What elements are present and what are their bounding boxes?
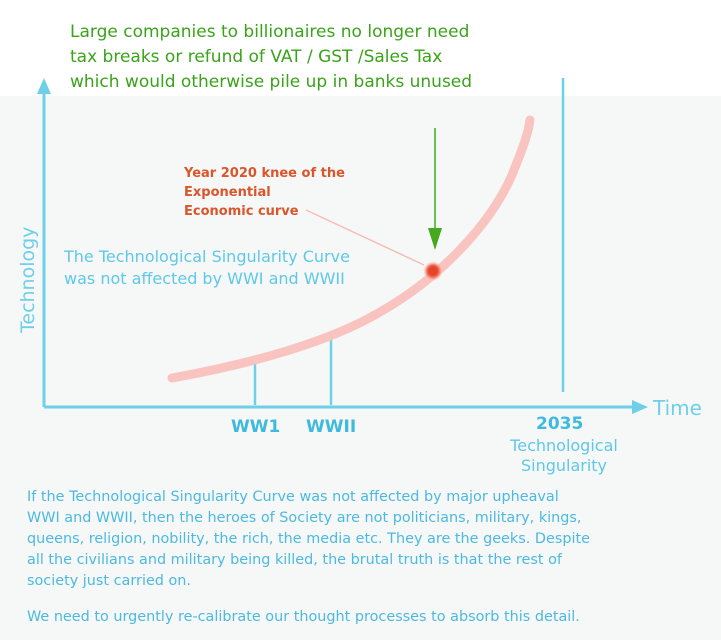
curve-annotation-line: The Technological Singularity Curve	[64, 247, 350, 266]
knee-annotation-line: Exponential	[184, 185, 271, 200]
y-axis-label: Technology	[17, 226, 39, 333]
body-line: We need to urgently re-calibrate our tho…	[27, 609, 580, 625]
header-band	[0, 0, 721, 96]
y-axis-arrowhead	[37, 78, 51, 94]
x-axis-label: Time	[653, 396, 702, 420]
curve-annotation: The Technological Singularity Curve was …	[64, 246, 350, 290]
knee-point-core	[428, 266, 438, 276]
exponential-curve	[167, 115, 535, 383]
knee-annotation-line: Economic curve	[184, 204, 299, 219]
knee-annotation-line: Year 2020 knee of the	[184, 166, 345, 181]
singularity-label: Technological Singularity	[490, 436, 638, 476]
x-axis-arrowhead	[632, 400, 648, 414]
singularity-label-line: Singularity	[520, 456, 608, 475]
knee-annotation: Year 2020 knee of the Exponential Econom…	[184, 164, 345, 221]
body-line: society just carried on.	[27, 573, 192, 589]
singularity-label-line: Technological	[510, 436, 618, 455]
knee-leader-line	[305, 209, 425, 266]
body-line: WWI and WWII, then the heroes of Society…	[27, 510, 582, 526]
header-note: Large companies to billionaires no longe…	[70, 20, 710, 95]
body-line: queens, religion, nobility, the rich, th…	[27, 531, 590, 547]
body-line: If the Technological Singularity Curve w…	[27, 489, 559, 505]
ww2-label: WWII	[306, 417, 357, 437]
year-2035-label: 2035	[536, 414, 584, 434]
body-line: all the civilians and military being kil…	[27, 552, 562, 568]
header-note-line: tax breaks or refund of VAT / GST /Sales…	[70, 47, 443, 67]
green-arrow-head	[428, 228, 442, 250]
header-note-line: which would otherwise pile up in banks u…	[70, 72, 473, 92]
header-note-line: Large companies to billionaires no longe…	[70, 22, 470, 42]
curve-annotation-line: was not affected by WWI and WWII	[64, 269, 345, 288]
ww1-label: WW1	[231, 417, 281, 437]
body-paragraph-2: We need to urgently re-calibrate our tho…	[27, 607, 717, 628]
body-paragraph-1: If the Technological Singularity Curve w…	[27, 487, 717, 592]
